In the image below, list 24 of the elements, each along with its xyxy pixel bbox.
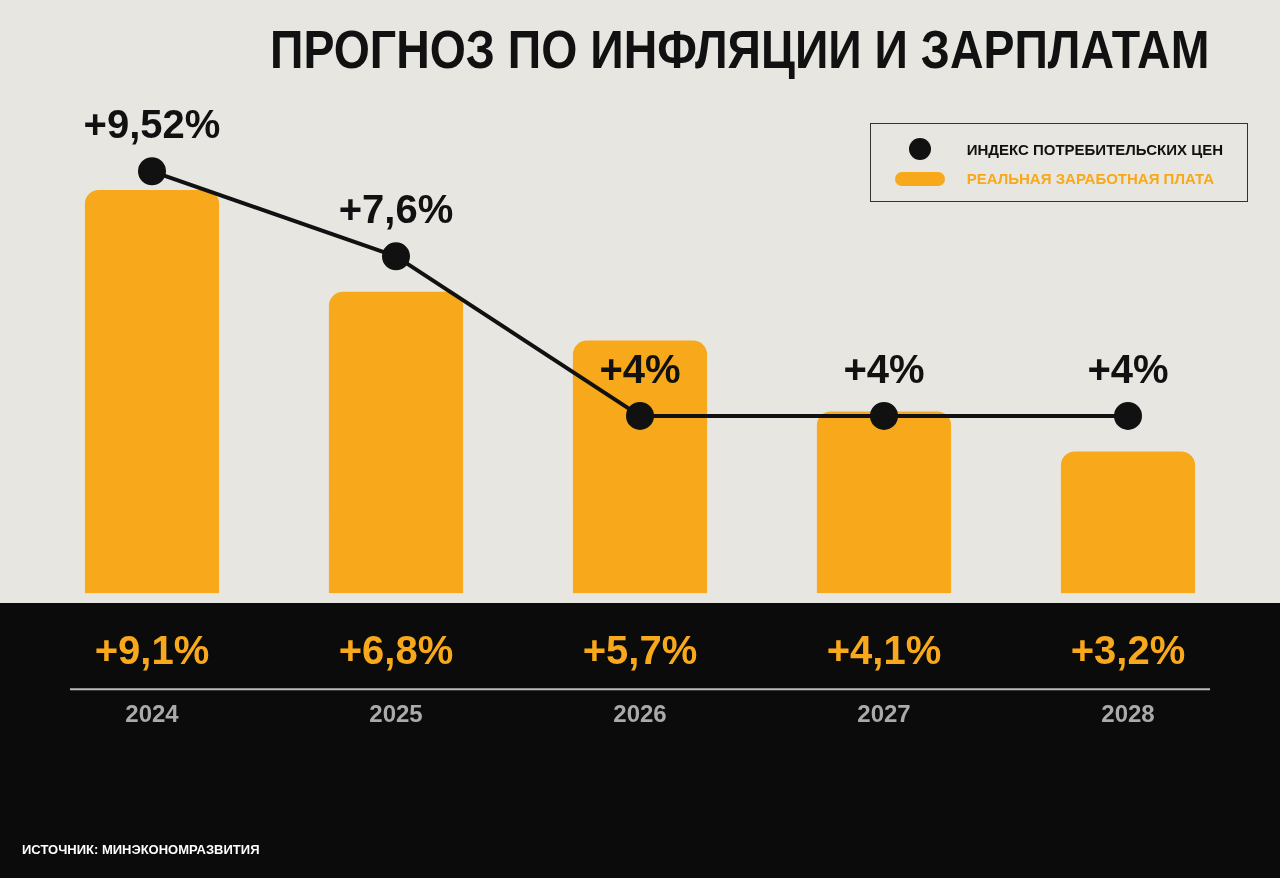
chart-title: ПРОГНОЗ ПО ИНФЛЯЦИИ И ЗАРПЛАТАМ	[270, 18, 1210, 80]
x-tick-label: 2024	[125, 700, 180, 728]
legend-label: РЕАЛЬНАЯ ЗАРАБОТНАЯ ПЛАТА	[966, 170, 1215, 187]
data-label: +4%	[599, 346, 681, 391]
bar	[816, 411, 952, 594]
data-label: +3,2%	[1070, 628, 1186, 673]
bar	[84, 189, 220, 594]
x-tick-label: 2026	[613, 700, 667, 728]
data-label: +4%	[843, 346, 925, 391]
x-tick-label: 2027	[857, 700, 911, 728]
data-label: +9,52%	[83, 102, 221, 147]
data-label: +5,7%	[582, 628, 698, 673]
bar	[572, 340, 708, 594]
bar	[328, 291, 464, 594]
data-label: +6,8%	[338, 628, 454, 673]
x-tick-label: 2028	[1101, 700, 1155, 728]
legend-label: ИНДЕКС ПОТРЕБИТЕЛЬСКИХ ЦЕН	[966, 140, 1223, 158]
data-label: +9,1%	[94, 628, 210, 673]
data-label: +4,1%	[826, 628, 942, 673]
data-label: +4%	[1087, 346, 1169, 391]
bar	[1060, 451, 1196, 594]
x-tick-label: 2025	[369, 700, 423, 728]
data-label: +7,6%	[338, 187, 454, 232]
text: ИСТОЧНИК: МИНЭКОНОМРАЗВИТИЯ	[22, 842, 260, 857]
